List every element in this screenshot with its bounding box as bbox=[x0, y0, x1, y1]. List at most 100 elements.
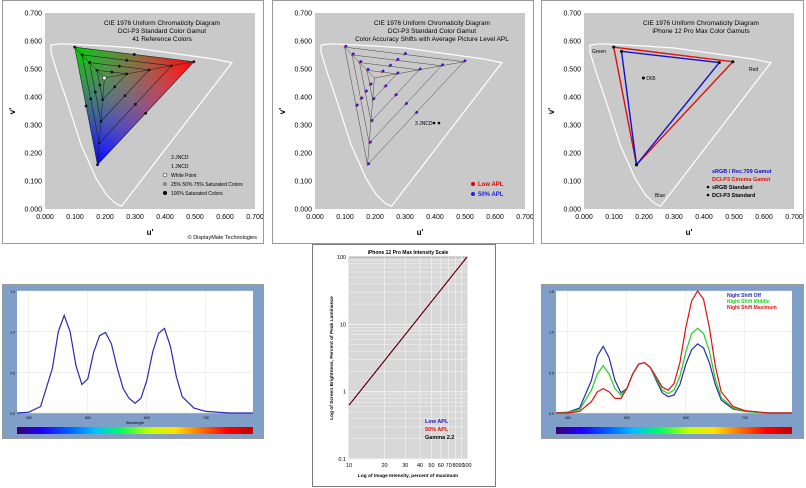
gamut-spoke bbox=[74, 46, 105, 79]
apl-point-low bbox=[383, 85, 386, 88]
x-axis-label: Log of Image Intensity, percent of maxim… bbox=[358, 473, 458, 479]
y-axis-label: v' bbox=[8, 108, 17, 114]
x-tick-label: 60 bbox=[438, 463, 444, 469]
reference-color-point bbox=[125, 58, 129, 62]
y-tick-label: 0.300 bbox=[24, 123, 42, 130]
apl-point-low bbox=[414, 112, 417, 115]
apl-point-low bbox=[368, 83, 371, 87]
y-tick-label: 0.1 bbox=[338, 457, 346, 463]
y-tick-label: 0.600 bbox=[563, 39, 581, 46]
spectrum-series-line bbox=[555, 327, 792, 414]
legend-marker-full bbox=[163, 191, 167, 195]
chart-subtitle: iPhone 12 Pro Max Color Gamuts bbox=[652, 28, 750, 35]
x-axis-label: u' bbox=[686, 228, 693, 237]
gamut-spoke bbox=[104, 61, 194, 79]
x-tick-label: 0.300 bbox=[665, 214, 683, 221]
x-tick-label: 500 bbox=[85, 416, 91, 420]
legend-marker bbox=[471, 192, 475, 196]
reference-color-point bbox=[110, 70, 114, 74]
reference-color-point bbox=[84, 104, 88, 108]
y-tick-label: 0.100 bbox=[294, 179, 312, 186]
reference-color-point bbox=[117, 64, 121, 68]
y-tick-label: 0.000 bbox=[294, 207, 312, 214]
y-tick-label: 0.5 bbox=[549, 371, 554, 375]
blue-label: Blue bbox=[655, 193, 665, 199]
spectrum-chart-left: 0.0 0.5 1.0 1.5 400 500 600 700 Wavelength bbox=[10, 290, 253, 434]
legend-label: sRGB Standard bbox=[712, 185, 753, 191]
y-tick-label: 0.500 bbox=[294, 67, 312, 74]
legend-label: Night Shift Middle bbox=[727, 299, 770, 305]
jncd-marker bbox=[437, 121, 441, 125]
gamut-spoke bbox=[97, 77, 105, 165]
x-tick-label: 0.700 bbox=[785, 214, 803, 221]
x-tick-label: 0.600 bbox=[486, 214, 504, 221]
spectrum-series-line bbox=[16, 313, 253, 414]
legend-label: 50% APL bbox=[425, 427, 449, 433]
gamut-spoke bbox=[344, 46, 375, 79]
spectrum-color-bar bbox=[556, 427, 792, 434]
x-tick-label: 0.400 bbox=[426, 214, 444, 221]
green-label: Green bbox=[592, 49, 606, 55]
gamut-vertex-point bbox=[731, 60, 735, 64]
plot-area bbox=[348, 256, 468, 460]
legend-label: 25% 50% 75% Saturated Colors bbox=[171, 182, 243, 188]
legend-label: 100% Saturated Colors bbox=[171, 191, 223, 197]
apl-point-low bbox=[355, 104, 358, 108]
white-point-marker bbox=[102, 75, 107, 81]
x-axis-label: Wavelength bbox=[126, 421, 144, 425]
spectral-locus bbox=[50, 43, 233, 207]
legend-label: 3 JNCD bbox=[171, 155, 189, 161]
legend-label: Night Shift Off bbox=[727, 293, 761, 299]
x-tick-label: 0.500 bbox=[456, 214, 474, 221]
spectrum-panel-left: 0.0 0.5 1.0 1.5 400 500 600 700 Wavelength bbox=[2, 284, 264, 439]
reference-color-point bbox=[123, 94, 127, 97]
x-tick-label: 0.300 bbox=[126, 214, 144, 221]
y-tick-label: 0.500 bbox=[24, 67, 42, 74]
y-tick-label: 0.0 bbox=[10, 412, 15, 416]
x-tick-label: 0.000 bbox=[36, 214, 54, 221]
y-tick-label: 0.600 bbox=[294, 39, 312, 46]
spectral-locus bbox=[320, 43, 503, 207]
y-tick-label: 1.5 bbox=[10, 290, 15, 294]
d65-label: D65 bbox=[646, 76, 655, 82]
legend-marker bbox=[471, 182, 475, 186]
apl-point-low bbox=[395, 59, 398, 62]
chart-title: CIE 1976 Uniform Chromaticity Diagram bbox=[374, 20, 490, 27]
x-tick-label: 70 bbox=[446, 463, 452, 469]
y-tick-label: 0.0 bbox=[549, 412, 554, 416]
apl-point-low bbox=[364, 90, 367, 94]
intensity-scale-panel: 10 20 30 40 50 60 70 80 90 100 0.1 1 10 100 iPhone 12 … bbox=[312, 244, 496, 487]
cie-reference-colors-panel: 0.000 0.100 0.200 0.300 0.400 0.500 0.600 0.700… bbox=[2, 0, 264, 244]
apl-point-low bbox=[380, 70, 383, 74]
cie-gamuts-panel: 0.000 0.100 0.200 0.300 0.400 0.500 0.600 0.700… bbox=[541, 0, 804, 244]
x-tick-label: 0.600 bbox=[216, 214, 234, 221]
legend-marker-partial bbox=[163, 182, 167, 186]
legend-label: Night Shift Maximum bbox=[727, 305, 777, 311]
apl-point-low bbox=[403, 53, 406, 56]
x-tick-label: 700 bbox=[742, 416, 748, 420]
x-tick-label: 0.500 bbox=[186, 214, 204, 221]
reference-color-point bbox=[96, 163, 99, 167]
x-tick-label: 500 bbox=[624, 416, 630, 420]
credit-text: © DisplayMate Technologies bbox=[188, 234, 258, 241]
y-tick-label: 0.700 bbox=[294, 11, 312, 18]
x-tick-label: 0.400 bbox=[695, 214, 713, 221]
x-tick-label: 400 bbox=[26, 416, 32, 420]
y-tick-label: 100 bbox=[337, 255, 346, 261]
intensity-series-line bbox=[348, 256, 468, 406]
chart-title: iPhone 12 Pro Max Intensity Scale bbox=[368, 250, 449, 256]
x-tick-label: 0.100 bbox=[605, 214, 623, 221]
y-tick-label: 0.100 bbox=[563, 179, 581, 186]
plot-area bbox=[17, 291, 253, 413]
cie-apl-shifts-panel: 0.000 0.100 0.200 0.300 0.400 0.500 0.600 0.700… bbox=[272, 0, 534, 244]
y-tick-label: 1.5 bbox=[549, 290, 554, 294]
reference-color-point bbox=[133, 103, 137, 106]
y-tick-label: 0.5 bbox=[10, 371, 15, 375]
apl-point-low bbox=[388, 65, 391, 68]
reference-color-point bbox=[89, 97, 93, 101]
y-axis-label: v' bbox=[547, 108, 556, 114]
y-tick-label: 0.100 bbox=[24, 179, 42, 186]
y-tick-label: 0.200 bbox=[24, 151, 42, 158]
chart-subtitle: Color Accuracy Shifts with Average Pictu… bbox=[355, 36, 509, 43]
legend-label: White Point bbox=[171, 173, 197, 179]
